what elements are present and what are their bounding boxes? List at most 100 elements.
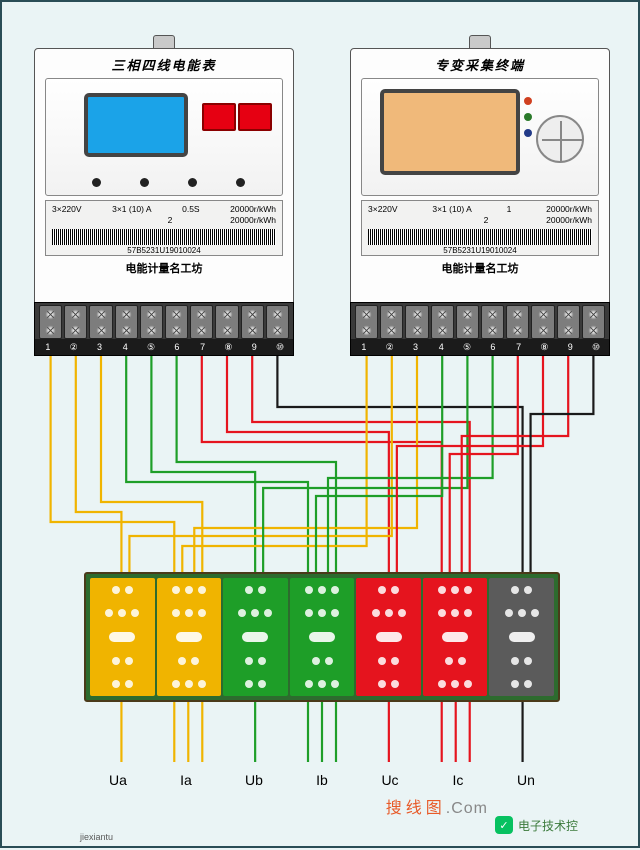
junction-module-Uc (356, 578, 421, 696)
terminal-3[interactable] (405, 305, 428, 339)
phase-label-Uc: Uc (356, 772, 424, 788)
terminal-9[interactable] (557, 305, 580, 339)
indicator-led (92, 178, 101, 187)
rating-pulse1: 20000r/kWh (546, 204, 592, 215)
terminal-6[interactable] (165, 305, 188, 339)
rating-pulse2: 20000r/kWh (230, 215, 276, 226)
terminal-number: 3 (404, 342, 427, 352)
lcd-screen (380, 89, 520, 175)
rating-class2: 2 (484, 215, 489, 226)
status-led-green (524, 113, 532, 121)
barcode (368, 229, 592, 245)
lcd-screen (84, 93, 188, 157)
indicator-led (188, 178, 197, 187)
watermark-brand: ✓ 电子技术控 (495, 816, 578, 834)
phase-label-Un: Un (492, 772, 560, 788)
junction-box (84, 572, 560, 702)
terminal-4[interactable] (431, 305, 454, 339)
terminal-numbers: 1②34⑤67⑧9⑩ (35, 339, 293, 355)
rating-class2: 2 (168, 215, 173, 226)
terminal-10[interactable] (582, 305, 605, 339)
rating-plate: 3×220V 3×1 (10) A 0.5S 20000r/kWh 2 2000… (45, 200, 283, 256)
rating-pulse1: 20000r/kWh (230, 204, 276, 215)
workshop-label: 电能计量名工坊 (351, 260, 609, 276)
rating-voltage: 3×220V (368, 204, 398, 215)
wechat-icon: ✓ (495, 816, 513, 834)
junction-module-Un (489, 578, 554, 696)
terminal-8[interactable] (215, 305, 238, 339)
terminal-number: 6 (481, 342, 504, 352)
junction-module-Ic (423, 578, 488, 696)
terminal-screws (355, 305, 605, 339)
terminal-1[interactable] (39, 305, 62, 339)
rating-voltage: 3×220V (52, 204, 82, 215)
phase-label-Ua: Ua (84, 772, 152, 788)
terminal-number: ⑩ (584, 342, 607, 353)
terminal-number: 1 (36, 342, 59, 352)
terminal-number: 7 (191, 342, 214, 352)
terminal-number: ⑧ (217, 342, 240, 353)
terminal-number: 1 (352, 342, 375, 352)
status-led-blue (524, 129, 532, 137)
terminal-10[interactable] (266, 305, 289, 339)
button-2[interactable] (238, 103, 272, 131)
rating-plate: 3×220V 3×1 (10) A 1 20000r/kWh 2 20000r/… (361, 200, 599, 256)
terminal-number: 7 (507, 342, 530, 352)
terminal-3[interactable] (89, 305, 112, 339)
terminal-block-left: 1②34⑤67⑧9⑩ (34, 302, 294, 356)
phase-label-Ib: Ib (288, 772, 356, 788)
junction-module-Ua (90, 578, 155, 696)
terminal-2[interactable] (64, 305, 87, 339)
phase-label-Ic: Ic (424, 772, 492, 788)
serial-number: 57B5231U19010024 (52, 246, 276, 256)
terminal-8[interactable] (531, 305, 554, 339)
rating-pulse2: 20000r/kWh (546, 215, 592, 226)
mounting-tab (469, 35, 491, 49)
watermark-center: 搜线图.Com (386, 794, 488, 818)
workshop-label: 电能计量名工坊 (35, 260, 293, 276)
serial-number: 57B5231U19010024 (368, 246, 592, 256)
terminal-numbers: 1②34⑤67⑧9⑩ (351, 339, 609, 355)
terminal-number: 4 (430, 342, 453, 352)
rating-current: 3×1 (10) A (432, 204, 471, 215)
rating-current: 3×1 (10) A (112, 204, 151, 215)
indicator-led (140, 178, 149, 187)
rating-class1: 0.5S (182, 204, 200, 215)
meter-title: 专变采集终端 (351, 49, 609, 74)
terminal-screws (39, 305, 289, 339)
meter-face (45, 78, 283, 196)
indicator-led (236, 178, 245, 187)
junction-module-Ia (157, 578, 222, 696)
terminal-number: ② (378, 342, 401, 353)
terminal-1[interactable] (355, 305, 378, 339)
junction-module-Ub (223, 578, 288, 696)
terminal-4[interactable] (115, 305, 138, 339)
terminal-block-right: 1②34⑤67⑧9⑩ (350, 302, 610, 356)
dpad[interactable] (536, 115, 584, 163)
terminal-number: 9 (559, 342, 582, 352)
terminal-2[interactable] (380, 305, 403, 339)
mounting-tab (153, 35, 175, 49)
terminal-7[interactable] (506, 305, 529, 339)
terminal-number: ② (62, 342, 85, 353)
terminal-number: 6 (165, 342, 188, 352)
meter-title: 三相四线电能表 (35, 49, 293, 74)
terminal-6[interactable] (481, 305, 504, 339)
phase-label-Ub: Ub (220, 772, 288, 788)
junction-module-Ib (290, 578, 355, 696)
meter-face (361, 78, 599, 196)
status-led-red (524, 97, 532, 105)
terminal-5[interactable] (456, 305, 479, 339)
watermark-footer: jiexiantu (80, 832, 113, 842)
terminal-5[interactable] (140, 305, 163, 339)
wire-labels: UaIaUbIbUcIcUn (84, 772, 560, 788)
terminal-number: ⑩ (268, 342, 291, 353)
barcode (52, 229, 276, 245)
terminal-9[interactable] (241, 305, 264, 339)
terminal-7[interactable] (190, 305, 213, 339)
button-1[interactable] (202, 103, 236, 131)
terminal-number: 3 (88, 342, 111, 352)
phase-label-Ia: Ia (152, 772, 220, 788)
terminal-number: 4 (114, 342, 137, 352)
terminal-number: ⑧ (533, 342, 556, 353)
